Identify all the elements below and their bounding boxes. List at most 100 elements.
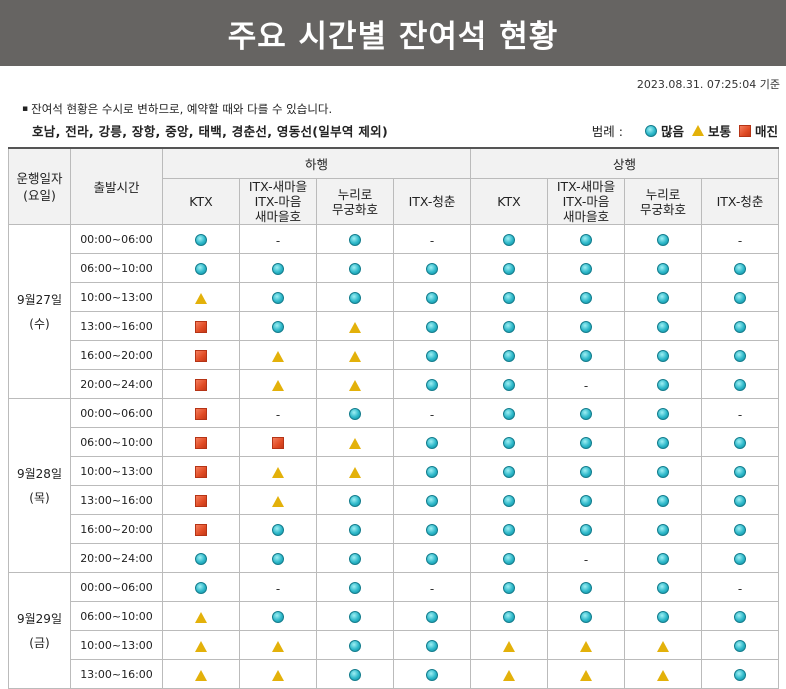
legend-label: 범례 : [591,124,623,139]
seat-status-cell: - [393,224,471,254]
seats-normal-icon [349,321,361,333]
column-header-down-itx-cheongchun: ITX-청춘 [393,178,471,225]
no-service-dash: - [737,407,743,422]
seat-status-cell [470,369,548,399]
seats-many-icon [503,582,515,594]
seat-status-cell [701,427,779,457]
column-header-up-ktx: KTX [470,178,548,225]
seat-status-cell [239,630,317,660]
date-label: 9월29일 [17,611,62,626]
seats-many-icon [426,292,438,304]
seats-normal-icon [195,669,207,681]
seat-status-cell [701,311,779,341]
seats-many-icon [657,466,669,478]
seat-status-cell: - [547,369,625,399]
table-row: 20:00~24:00 - [9,543,779,573]
seats-many-icon [349,408,361,420]
seat-status-cell [624,224,702,254]
seat-status-cell: - [239,572,317,602]
seats-many-icon [349,524,361,536]
legend: 범례 : 많음 보통 매진 [592,121,778,140]
time-slot: 20:00~24:00 [70,543,163,573]
seats-normal-icon [657,640,669,652]
seats-many-icon [657,292,669,304]
seats-many-icon [349,292,361,304]
seat-status-cell [162,282,240,312]
seats-many-icon [580,437,592,449]
seat-status-cell [316,456,394,486]
table-row: 10:00~13:00 [9,456,779,486]
seats-many-icon [349,553,361,565]
seats-many-icon [580,292,592,304]
seat-status-cell [393,340,471,370]
seats-many-icon [734,669,746,681]
seat-status-cell [316,572,394,602]
seat-status-cell: - [547,543,625,573]
seats-many-icon [503,321,515,333]
table-row: 9월28일 (목) 00:00~06:00 - - - [8,398,779,573]
seat-status-cell [470,572,548,602]
seat-status-cell [624,630,702,660]
seat-status-cell [393,369,471,399]
seats-many-icon [734,350,746,362]
seats-many-icon [657,379,669,391]
time-slot: 06:00~10:00 [70,601,163,631]
table-row: 13:00~16:00 [9,485,779,515]
seats-soldout-icon [195,408,207,420]
seats-soldout-icon [195,495,207,507]
seat-status-cell [162,659,240,689]
seat-status-cell [470,311,548,341]
seat-status-cell [316,224,394,254]
seats-many-icon [734,263,746,275]
column-header-down-ktx: KTX [162,178,240,225]
seat-status-cell [624,427,702,457]
seats-normal-icon [580,640,592,652]
seat-status-cell [239,369,317,399]
seats-normal-icon [272,379,284,391]
seat-status-cell [393,543,471,573]
table-row: 20:00~24:00 - [9,369,779,399]
seat-status-cell [393,485,471,515]
table-row: 06:00~10:00 [9,601,779,631]
date-cell: 9월29일 (금) [8,572,71,689]
time-slot: 00:00~06:00 [70,224,163,254]
seat-status-cell [624,340,702,370]
seats-many-icon [580,582,592,594]
seat-status-cell: - [239,224,317,254]
seats-many-icon [657,553,669,565]
seats-many-icon [734,466,746,478]
seats-many-icon [426,379,438,391]
seats-normal-icon [349,379,361,391]
seats-many-icon [426,321,438,333]
seat-status-cell [547,224,625,254]
seats-many-icon [657,350,669,362]
seat-status-cell [470,253,548,283]
column-header-up-itx-cheongchun: ITX-청춘 [701,178,779,225]
seats-many-icon [426,640,438,652]
seat-status-cell [393,427,471,457]
seat-status-cell [547,572,625,602]
no-service-dash: - [583,552,589,567]
seat-status-cell [547,253,625,283]
seat-status-cell [547,485,625,515]
notice-text: 잔여석 현황은 수시로 변하므로, 예약할 때와 다를 수 있습니다. [31,102,333,116]
seat-status-cell [316,427,394,457]
seat-status-cell [547,456,625,486]
seat-status-cell [701,543,779,573]
seats-many-icon [195,234,207,246]
seat-status-cell [470,630,548,660]
seat-status-cell [162,630,240,660]
seats-soldout-icon [195,466,207,478]
seats-many-icon [657,408,669,420]
seat-status-cell [393,514,471,544]
seats-many-icon [426,263,438,275]
seats-many-icon [580,408,592,420]
time-slot: 06:00~10:00 [70,427,163,457]
seats-many-icon [195,553,207,565]
column-header-date: 운행일자 (요일) [8,147,71,225]
legend-item-normal: 보통 [691,121,731,140]
seat-status-cell: - [701,398,779,428]
seats-soldout-icon [195,350,207,362]
time-slot: 00:00~06:00 [70,398,163,428]
legend-item-soldout: 매진 [738,121,778,140]
